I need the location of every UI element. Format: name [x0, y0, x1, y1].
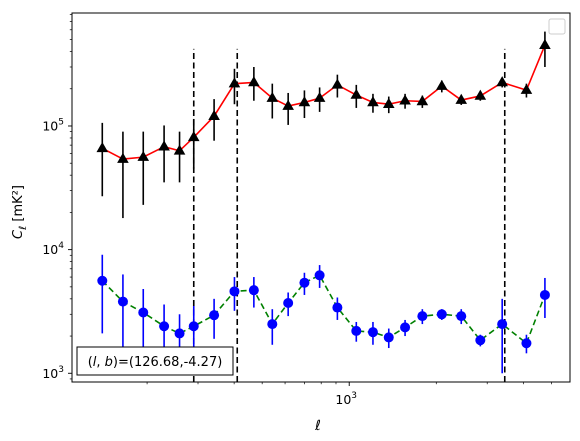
series-1-line	[101, 44, 546, 160]
data-point-triangle	[96, 141, 109, 153]
data-point-triangle	[436, 79, 448, 90]
data-point-circle	[436, 309, 447, 320]
data-point-circle	[417, 311, 428, 322]
data-point-circle	[475, 335, 486, 346]
data-point-triangle	[248, 76, 260, 87]
y-axis-label: Cℓ [mK²]	[11, 185, 29, 239]
data-point-triangle	[350, 88, 363, 99]
data-point-circle	[332, 302, 343, 313]
data-point-triangle	[539, 38, 551, 50]
data-point-circle	[229, 286, 240, 297]
data-point-circle	[351, 325, 362, 336]
data-point-triangle	[173, 144, 186, 155]
series-group	[96, 31, 551, 374]
data-point-triangle	[367, 96, 379, 107]
y-tick-label: 104	[42, 241, 64, 257]
data-point-triangle	[520, 83, 533, 94]
data-point-triangle	[399, 94, 411, 105]
data-point-triangle	[298, 96, 311, 107]
data-point-triangle	[496, 76, 508, 87]
data-point-circle	[521, 338, 532, 349]
data-point-triangle	[474, 89, 487, 100]
data-point-circle	[383, 332, 394, 343]
data-point-circle	[159, 321, 170, 332]
annotation-text: (l, b)=(126.68,-4.27)	[88, 355, 223, 370]
data-point-circle	[497, 319, 508, 330]
annotation-box: (l, b)=(126.68,-4.27)	[76, 346, 234, 376]
x-axis-label: ℓ	[314, 418, 321, 434]
data-point-circle	[248, 285, 259, 296]
series-1	[96, 31, 551, 219]
legend-box	[548, 18, 566, 35]
data-point-triangle	[187, 131, 200, 142]
vertical-lines	[192, 48, 506, 382]
data-point-circle	[456, 311, 467, 322]
y-tick-label: 105	[42, 117, 64, 133]
legend	[548, 18, 566, 35]
data-point-circle	[539, 289, 550, 300]
axes: 103 104 105 103	[42, 12, 571, 407]
x-tick-label: 103	[335, 391, 357, 407]
data-point-circle	[209, 310, 220, 321]
data-point-circle	[174, 328, 185, 339]
y-tick-label: 103	[42, 365, 64, 381]
data-point-circle	[267, 319, 278, 330]
data-point-circle	[188, 321, 199, 332]
data-point-circle	[299, 277, 310, 288]
data-point-circle	[314, 270, 325, 281]
data-point-triangle	[228, 77, 241, 88]
data-point-triangle	[455, 93, 468, 104]
data-point-triangle	[158, 140, 170, 151]
data-point-triangle	[266, 91, 279, 102]
data-point-circle	[367, 327, 378, 338]
data-point-circle	[97, 275, 108, 286]
data-point-triangle	[331, 78, 344, 89]
data-point-triangle	[137, 150, 150, 161]
data-point-triangle	[282, 99, 294, 110]
data-point-triangle	[313, 91, 326, 102]
plot-frame	[71, 12, 571, 383]
data-point-triangle	[117, 152, 129, 163]
data-point-circle	[283, 298, 294, 309]
data-point-triangle	[382, 97, 395, 108]
data-point-circle	[400, 322, 411, 333]
data-point-triangle	[416, 95, 429, 106]
data-point-triangle	[208, 109, 220, 120]
data-point-circle	[138, 307, 149, 318]
series-2	[97, 254, 550, 374]
data-point-circle	[117, 296, 128, 307]
series-2-line	[101, 274, 546, 345]
